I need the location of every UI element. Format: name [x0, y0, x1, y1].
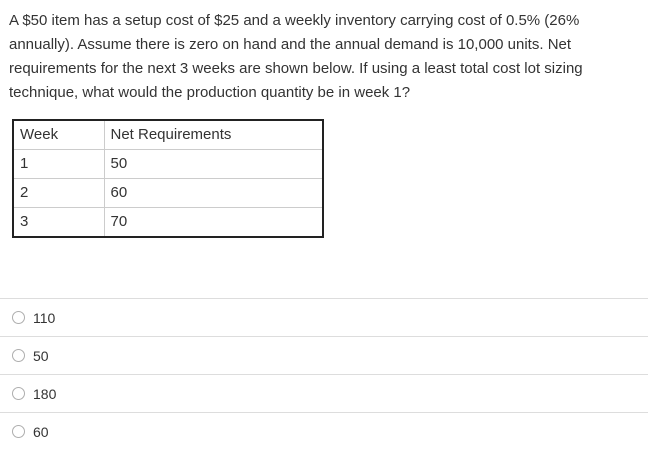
answer-options: 110 50 180 60: [0, 298, 648, 450]
table-cell-net-requirement: 70: [103, 207, 324, 238]
radio-button[interactable]: [12, 311, 25, 324]
table-row: 1 50: [12, 149, 324, 179]
answer-option-label[interactable]: 110: [33, 309, 56, 326]
question-line: annually). Assume there is zero on hand …: [9, 36, 572, 53]
table-header-row: Week Net Requirements: [12, 119, 324, 150]
table-header-net-requirements: Net Requirements: [103, 119, 324, 150]
question-line: technique, what would the production qua…: [9, 84, 411, 101]
answer-option-label[interactable]: 60: [33, 423, 49, 440]
answer-option-110[interactable]: 110: [0, 298, 648, 336]
table-row: 3 70: [12, 207, 324, 238]
answer-option-60[interactable]: 60: [0, 412, 648, 450]
table-header-week: Week: [12, 119, 105, 150]
net-requirements-table: Week Net Requirements 1 50 2 60 3 70: [12, 119, 324, 238]
table-cell-week: 3: [12, 207, 105, 238]
table-row: 2 60: [12, 178, 324, 208]
radio-button[interactable]: [12, 387, 25, 400]
radio-button[interactable]: [12, 349, 25, 362]
table-cell-week: 2: [12, 178, 105, 208]
answer-option-label[interactable]: 180: [33, 385, 57, 402]
table-cell-net-requirement: 50: [103, 149, 324, 179]
question-line: requirements for the next 3 weeks are sh…: [9, 60, 583, 77]
answer-option-50[interactable]: 50: [0, 336, 648, 374]
radio-button[interactable]: [12, 425, 25, 438]
question-line: A $50 item has a setup cost of $25 and a…: [9, 12, 580, 29]
table-cell-net-requirement: 60: [103, 178, 324, 208]
answer-option-180[interactable]: 180: [0, 374, 648, 412]
answer-option-label[interactable]: 50: [33, 347, 49, 364]
table-cell-week: 1: [12, 149, 105, 179]
question-text: A $50 item has a setup cost of $25 and a…: [0, 0, 648, 105]
